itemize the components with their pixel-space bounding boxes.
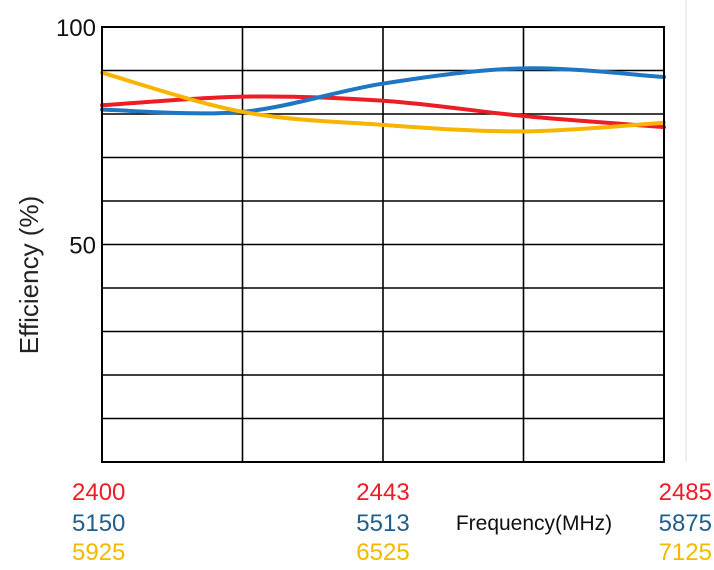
y-axis-label: Efficiency (%) (14, 196, 44, 354)
plot-area-frame (101, 26, 665, 463)
series-lines (100, 66, 666, 134)
y-tick-label: 50 (69, 233, 96, 260)
x-tick-label: 2443 (356, 479, 409, 506)
x-tick-labels: 2400 2443 2485 5150 5513 5875 5925 6525 7125 (72, 479, 712, 566)
series-line-3 (100, 70, 666, 134)
x-tick-label: 5925 (72, 539, 125, 566)
x-tick-label: 7125 (659, 539, 712, 566)
x-tick-label: 5875 (659, 510, 712, 537)
x-axis-label: Frequency(MHz) (456, 512, 612, 535)
y-tick-labels: 100 50 (56, 15, 96, 260)
x-tick-label: 2400 (72, 479, 125, 506)
y-tick-label: 100 (56, 15, 96, 42)
series-line-2 (100, 66, 666, 116)
grid (102, 27, 664, 462)
x-tick-label: 2485 (659, 479, 712, 506)
x-tick-label: 5150 (72, 510, 125, 537)
x-tick-label: 5513 (356, 510, 409, 537)
series-line-1 (100, 94, 666, 130)
x-tick-label: 6525 (356, 539, 409, 566)
